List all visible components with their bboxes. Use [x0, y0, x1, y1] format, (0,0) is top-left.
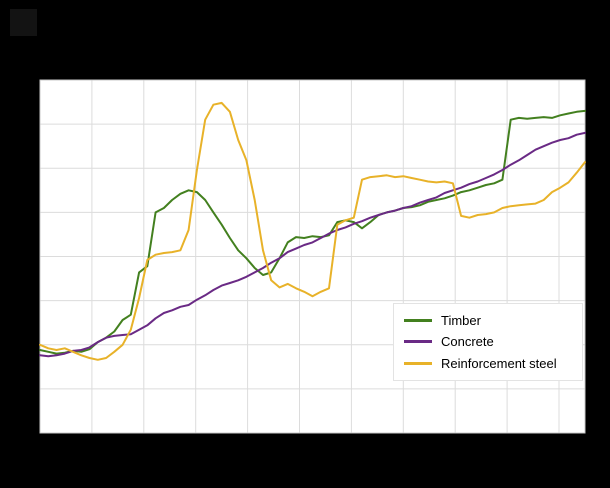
concrete-line-swatch — [404, 340, 432, 344]
legend-label-timber: Timber — [441, 313, 481, 329]
logo-mark — [10, 9, 37, 36]
legend-item-timber: Timber — [404, 313, 572, 328]
reinforcement-steel-line — [39, 101, 586, 361]
legend-item-concrete: Concrete — [404, 334, 572, 349]
concrete-line — [39, 131, 586, 358]
legend: Timber Concrete Reinforcement steel — [393, 303, 583, 381]
legend-item-reinforcement-steel: Reinforcement steel — [404, 356, 572, 371]
reinforcement-steel-line-swatch — [404, 361, 432, 365]
legend-label-reinforcement-steel: Reinforcement steel — [441, 355, 557, 371]
timber-line — [39, 109, 586, 355]
plot-frame — [39, 79, 586, 434]
legend-label-concrete: Concrete — [441, 334, 494, 350]
timber-line-swatch — [404, 319, 432, 323]
